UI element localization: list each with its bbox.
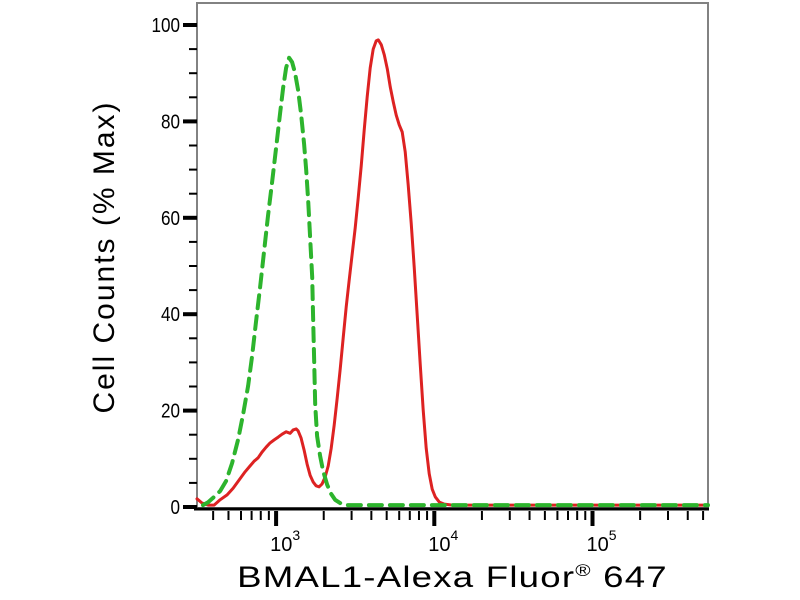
x-axis-title-band: BMAL1-Alexa Fluor® 647 (197, 561, 708, 595)
x-tick-exponent: 5 (609, 527, 617, 543)
y-axis-title: Cell Counts (% Max) (88, 100, 121, 414)
plot-frame (196, 2, 709, 509)
y-tick-label: 20 (161, 401, 180, 423)
x-axis-title: BMAL1-Alexa Fluor® 647 (237, 561, 668, 595)
registered-trademark-icon: ® (575, 561, 592, 580)
x-axis-title-suffix: 647 (591, 561, 668, 594)
x-tick-label: 103 (270, 527, 300, 556)
y-tick-label: 0 (171, 497, 181, 519)
x-tick-label: 105 (587, 527, 617, 556)
red-solid-curve (195, 38, 710, 507)
x-axis-title-main: BMAL1-Alexa Fluor (237, 561, 576, 594)
green-dashed-curve (201, 55, 710, 508)
x-tick-label: 104 (428, 527, 458, 556)
y-tick-label: 80 (161, 111, 180, 133)
x-tick-exponent: 4 (451, 527, 459, 543)
x-tick-exponent: 3 (292, 527, 300, 543)
y-tick-label: 40 (161, 304, 180, 326)
y-tick-label: 100 (152, 15, 181, 37)
y-tick-label: 60 (161, 208, 180, 230)
